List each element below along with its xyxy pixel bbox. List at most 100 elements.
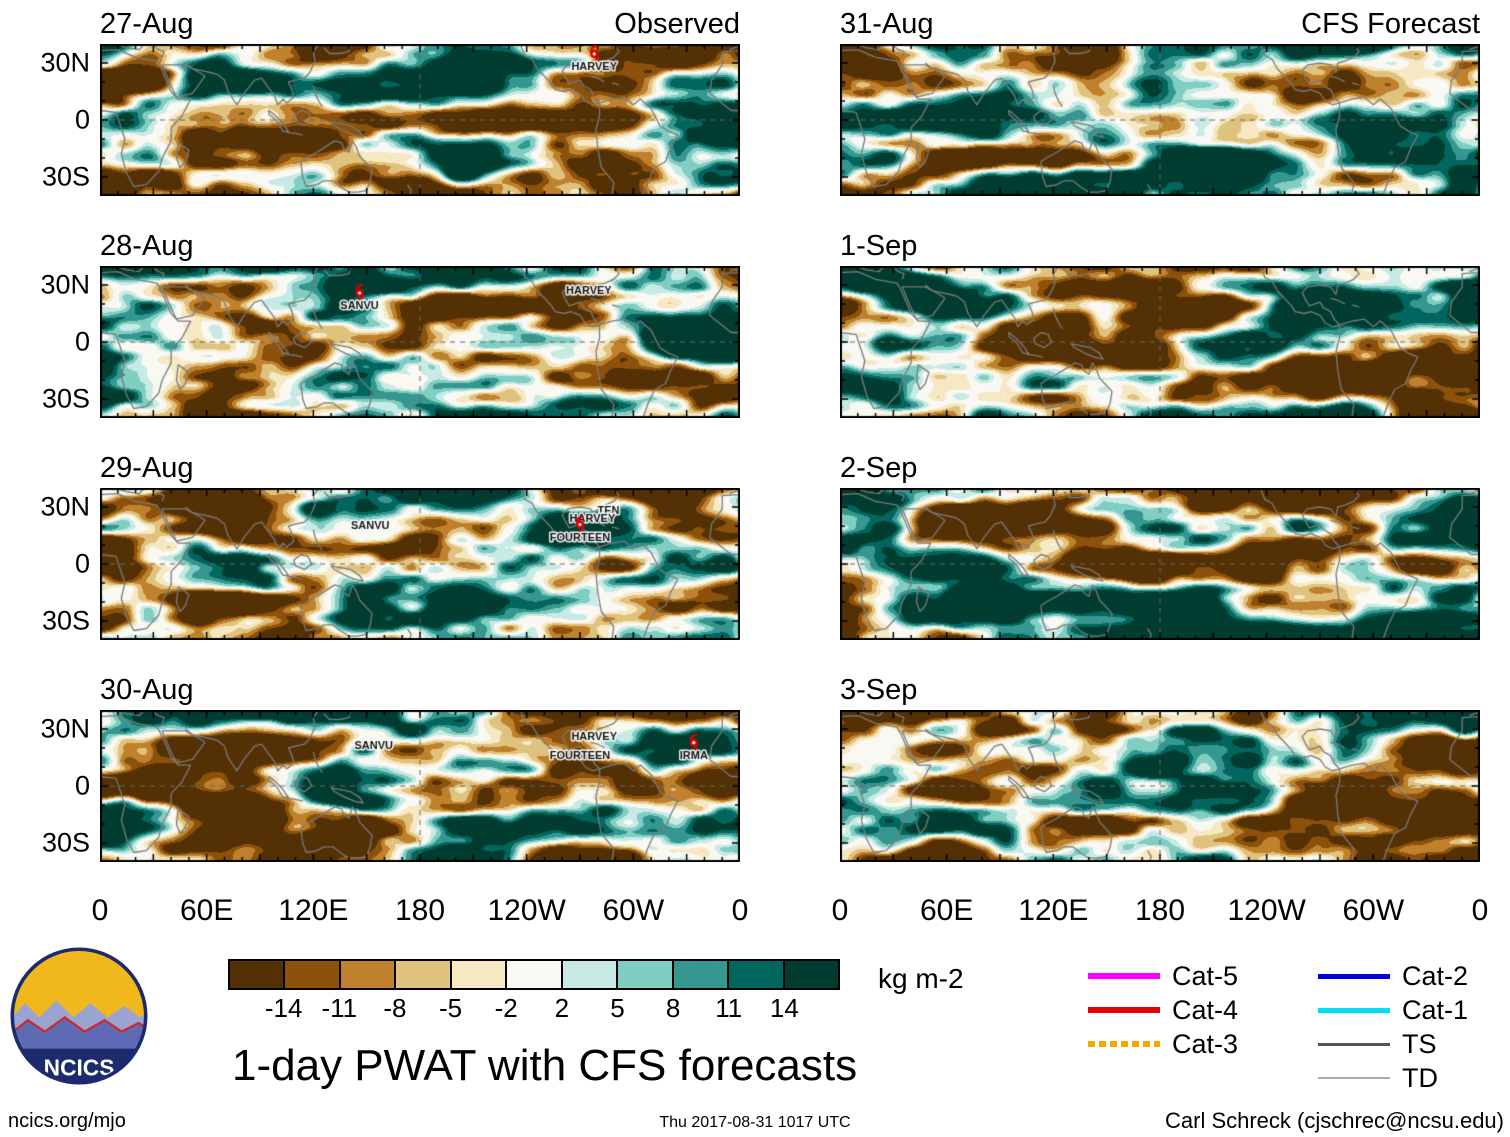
x-axis-tick-label: 60W [602,894,665,927]
x-axis: 0 60E 120E 180 120W 60W 0 [5,892,749,942]
colorbar-cell [729,961,785,988]
colorbar-tick-label: 2 [554,993,570,1023]
y-axis-tick-label: 0 [74,770,90,801]
x-axis-tick-label: 120E [1018,894,1089,927]
colorbar-labels: -14 -11 -8 -5 -2 2 5 8 11 14 [228,990,1128,1024]
y-axis-tick-label: 0 [74,548,90,579]
colorbar-cell [340,961,397,988]
colorbar-block: -14 -11 -8 -5 -2 2 5 8 11 14 kg m-2 [228,959,1128,1024]
panel-date-label: 1-Sep [840,230,918,262]
colorbar-units: kg m-2 [878,963,964,994]
colorbar-cell [784,961,838,988]
map-area [740,44,1480,196]
ncics-logo: NCICS [10,947,148,1085]
timestamp: Thu 2017-08-31 1017 UTC [659,1114,851,1131]
panel-header: 30-Aug [5,670,740,710]
legend-item-label: Cat-2 [1402,960,1469,991]
panel-date-label: 30-Aug [100,674,194,706]
panel-date-label: 28-Aug [100,230,194,262]
x-axis-tick-label: 0 [1471,894,1489,927]
y-axis-tick-label: 30S [41,383,90,414]
x-axis-tick-label: 60E [179,894,234,927]
cat-3-line [1088,1041,1160,1047]
legend-column-a: Cat-5 Cat-4 Cat-3 [1088,959,1238,1061]
colorbar-cell [285,961,341,988]
panel-date-label: 3-Sep [840,674,918,706]
logo-border [10,947,148,1085]
panel-header: 3-Sep [740,670,1480,710]
colorbar-tick-label: -8 [383,993,407,1023]
map-area: 30N 0 30S [5,488,740,640]
x-axis-tick-label: 0 [731,894,749,927]
credit: Carl Schreck (cjschrec@ncsu.edu) [1165,1108,1504,1133]
observed-column: 27-Aug Observed 30N 0 30S 28-Aug 30N 0 30S 29-Aug… [5,4,749,942]
footer-line: ncics.org/mjo Thu 2017-08-31 1017 UTC Ca… [0,1106,1510,1136]
map-canvas [100,44,740,196]
cat-4-line [1088,1007,1160,1013]
map-canvas [100,710,740,862]
colorbar-cell [618,961,674,988]
legend-item: Cat-3 [1088,1027,1238,1061]
panel-header: 2-Sep [740,448,1480,488]
cat-2-line [1318,973,1390,979]
ts-line [1318,1042,1390,1046]
colorbar-tick-label: -5 [438,993,463,1023]
map-panel: 2-Sep [740,448,1480,640]
map-area: 30N 0 30S [5,266,740,418]
panel-header: 27-Aug Observed [5,4,740,44]
map-panel: 3-Sep [740,670,1480,862]
colorbar-tick-label: 5 [610,993,625,1023]
map-canvas [840,44,1480,196]
column-title: CFS Forecast [1301,8,1480,40]
y-axis-tick-label: 30N [40,47,90,78]
figure-title: 1-day PWAT with CFS forecasts [232,1041,858,1090]
colorbar-cell [451,961,508,988]
legend-item: TD [1318,1061,1468,1095]
panel-date-label: 27-Aug [100,8,194,40]
cat-1-line [1318,1007,1390,1013]
colorbar-cell [396,961,452,988]
panel-header: 29-Aug [5,448,740,488]
legend-item-label: Cat-3 [1172,1028,1239,1059]
colorbar-tick-label: 11 [715,993,743,1023]
legend-item-label: TS [1402,1028,1437,1059]
map-canvas [840,488,1480,640]
colorbar-tick-label: 14 [769,993,799,1023]
footer-area: NCICS -14 -11 -8 -5 -2 2 5 8 11 14 kg m-2 1-day P… [0,945,1510,1105]
y-axis-tick-label: 30N [40,491,90,522]
colorbar [228,959,840,990]
map-panel: 31-Aug CFS Forecast [740,4,1480,196]
colorbar-cell [562,961,619,988]
y-axis-tick-label: 30S [41,161,90,192]
map-canvas [100,266,740,418]
colorbar-tick-label: -2 [494,993,518,1023]
legend-item-label: Cat-1 [1402,994,1469,1025]
map-panel: 27-Aug Observed 30N 0 30S [5,4,740,196]
x-axis-tick-label: 0 [831,894,849,927]
map-area: 30N 0 30S [5,710,740,862]
colorbar-tick-label: 8 [665,993,681,1023]
legend-item: Cat-2 [1318,959,1468,993]
panel-header: 1-Sep [740,226,1480,266]
map-panel: 28-Aug 30N 0 30S [5,226,740,418]
y-axis-tick-label: 30S [41,605,90,636]
panel-date-label: 31-Aug [840,8,934,40]
map-area [740,710,1480,862]
x-axis-tick-label: 120E [278,894,349,927]
colorbar-tick-label: -14 [264,993,303,1023]
y-axis-tick-label: 30S [41,827,90,858]
map-canvas [840,266,1480,418]
panel-date-label: 29-Aug [100,452,194,484]
logo-ridge-line [12,1016,146,1037]
x-axis-tick-label: 120W [487,894,566,927]
panel-header: 28-Aug [5,226,740,266]
colorbar-cell [230,961,286,988]
forecast-column: 31-Aug CFS Forecast 1-Sep 2-Sep 3-Sep 0 60E 120… [740,4,1489,942]
map-area [740,266,1480,418]
x-axis-tick-label: 60W [1342,894,1405,927]
legend-item: Cat-1 [1318,993,1468,1027]
panel-date-label: 2-Sep [840,452,918,484]
y-axis-tick-label: 30N [40,269,90,300]
map-panel: 1-Sep [740,226,1480,418]
map-area: 30N 0 30S [5,44,740,196]
